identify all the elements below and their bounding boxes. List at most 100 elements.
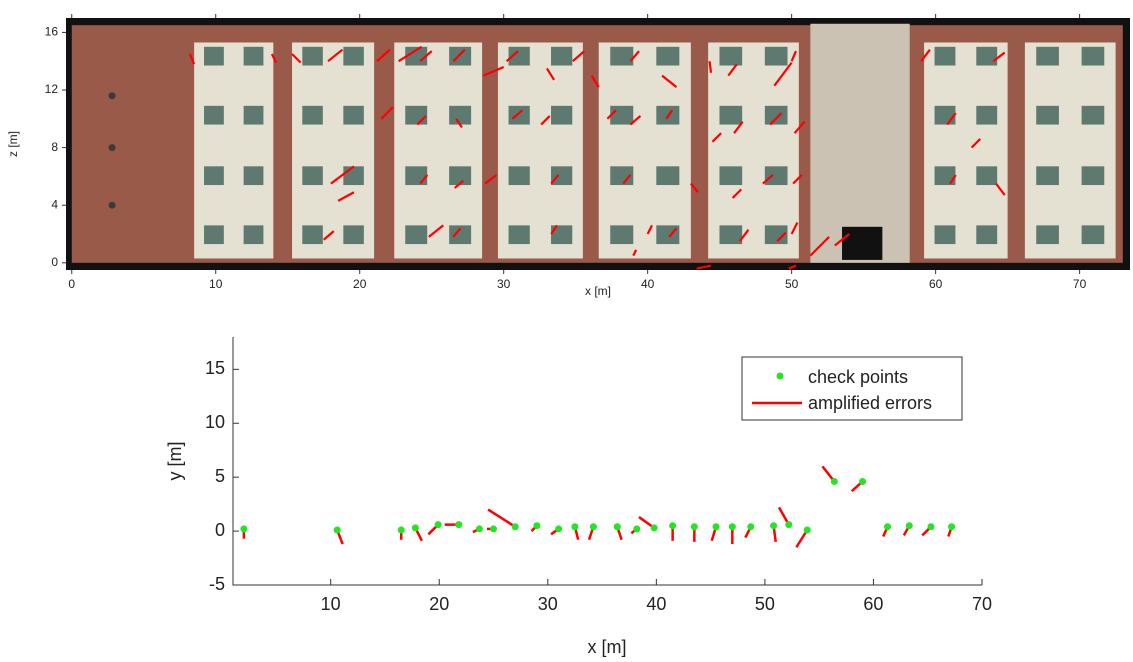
check-point xyxy=(859,478,866,485)
window xyxy=(509,166,530,185)
window xyxy=(343,106,364,125)
y-tick-label: 5 xyxy=(215,466,225,486)
check-point xyxy=(785,521,792,528)
round-window xyxy=(109,144,116,151)
figure: x [m] z [m] x [m] y [m] 0102030405060700… xyxy=(0,0,1133,662)
round-window xyxy=(109,202,116,209)
y-tick-label: 12 xyxy=(45,82,59,96)
window xyxy=(1036,166,1059,185)
check-point xyxy=(571,523,578,530)
y-axis-label: z [m] xyxy=(6,131,20,157)
window xyxy=(719,47,742,66)
check-point xyxy=(770,522,777,529)
window xyxy=(1082,166,1105,185)
window xyxy=(509,225,530,244)
window xyxy=(1036,225,1059,244)
x-tick-label: 30 xyxy=(497,277,511,291)
window xyxy=(244,47,264,66)
window xyxy=(765,47,788,66)
window xyxy=(302,47,323,66)
check-point xyxy=(490,525,497,532)
check-point xyxy=(398,527,405,534)
x-tick-label: 50 xyxy=(785,277,799,291)
y-tick-label: -5 xyxy=(209,574,225,594)
window xyxy=(302,106,323,125)
y-tick-label: 4 xyxy=(51,197,58,211)
check-point xyxy=(651,524,658,531)
y-tick-label: 10 xyxy=(205,412,225,432)
window xyxy=(204,106,224,125)
y-tick-label: 16 xyxy=(45,25,59,39)
window xyxy=(610,106,633,125)
check-point xyxy=(476,525,483,532)
check-point xyxy=(669,522,676,529)
x-tick-label: 60 xyxy=(929,277,943,291)
window xyxy=(343,47,364,66)
legend-label: amplified errors xyxy=(808,393,932,413)
x-tick-label: 20 xyxy=(429,594,449,614)
check-point xyxy=(713,523,720,530)
check-point xyxy=(633,525,640,532)
x-tick-label: 70 xyxy=(972,594,992,614)
check-point xyxy=(831,478,838,485)
window xyxy=(719,106,742,125)
window xyxy=(935,166,956,185)
x-tick-label: 10 xyxy=(321,594,341,614)
window xyxy=(1082,47,1105,66)
window xyxy=(610,225,633,244)
window xyxy=(719,225,742,244)
check-point xyxy=(435,521,442,528)
window xyxy=(551,47,572,66)
window xyxy=(449,106,471,125)
window xyxy=(976,225,997,244)
check-point xyxy=(948,523,955,530)
window xyxy=(976,166,997,185)
doorway xyxy=(842,227,882,260)
x-axis-label: x [m] xyxy=(585,284,611,298)
x-tick-label: 20 xyxy=(353,277,367,291)
check-point xyxy=(555,525,562,532)
check-point xyxy=(334,527,341,534)
x-tick-label: 40 xyxy=(646,594,666,614)
window xyxy=(719,166,742,185)
window xyxy=(1036,47,1059,66)
y-tick-label: 15 xyxy=(205,358,225,378)
legend-label: check points xyxy=(808,367,908,387)
window xyxy=(302,225,323,244)
check-point xyxy=(240,525,247,532)
window xyxy=(405,166,427,185)
window xyxy=(343,225,364,244)
check-point xyxy=(590,523,597,530)
window xyxy=(976,47,997,66)
window xyxy=(656,166,679,185)
x-tick-label: 10 xyxy=(209,277,223,291)
check-point xyxy=(884,523,891,530)
window xyxy=(551,166,572,185)
window xyxy=(935,225,956,244)
window xyxy=(976,106,997,125)
window xyxy=(935,106,956,125)
check-point xyxy=(412,524,419,531)
window xyxy=(244,166,264,185)
window xyxy=(405,225,427,244)
check-point xyxy=(747,523,754,530)
x-tick-label: 60 xyxy=(863,594,883,614)
window xyxy=(449,47,471,66)
page: x [m] z [m] x [m] y [m] 0102030405060700… xyxy=(0,0,1133,662)
window xyxy=(244,106,264,125)
legend-marker xyxy=(777,373,784,380)
check-point xyxy=(804,527,811,534)
y-tick-label: 8 xyxy=(51,140,58,154)
window xyxy=(935,47,956,66)
check-point xyxy=(533,522,540,529)
window xyxy=(343,166,364,185)
x-tick-label: 50 xyxy=(755,594,775,614)
window xyxy=(765,106,788,125)
y-axis-label: y [m] xyxy=(165,442,185,481)
x-tick-label: 0 xyxy=(68,277,75,291)
window xyxy=(1082,106,1105,125)
x-tick-label: 30 xyxy=(538,594,558,614)
window xyxy=(656,47,679,66)
window xyxy=(244,225,264,244)
check-point xyxy=(927,523,934,530)
